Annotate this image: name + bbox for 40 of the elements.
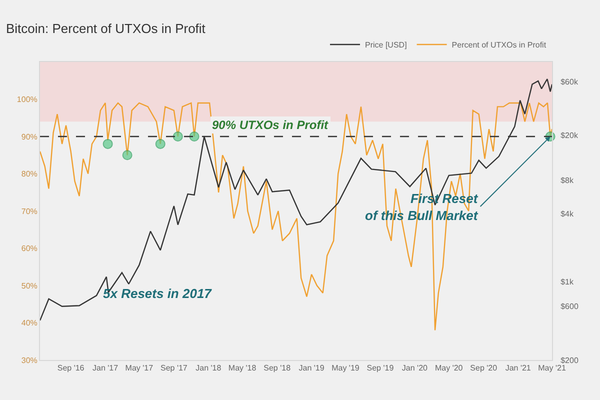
x-tick-label: Jan '21: [505, 364, 532, 373]
y-tick-label: 60%: [21, 244, 38, 254]
x-tick-label: Sep '16: [57, 364, 85, 373]
x-tick-label: May '20: [434, 364, 464, 373]
point: [189, 132, 200, 142]
x-tick-label: Sep '19: [366, 364, 394, 373]
y-tick-label: 100%: [16, 95, 38, 104]
x-tick-label: Sep '20: [470, 364, 498, 373]
y2-tick-label: $1k: [560, 277, 574, 286]
chart-title: Bitcoin: Percent of UTXOs in Profit: [6, 21, 206, 36]
x-tick-label: Jan '17: [92, 364, 119, 373]
y-tick-label: 80%: [21, 170, 38, 179]
x-tick-label: Sep '17: [160, 364, 188, 373]
annotation: 5x Resets in 2017: [103, 286, 212, 301]
y2-tick-label: $60k: [560, 78, 579, 87]
x-tick-label: Jan '19: [298, 364, 325, 373]
x-tick-label: Jan '20: [402, 364, 428, 373]
y2-tick-label: $4k: [560, 210, 574, 219]
y-tick-label: 30%: [21, 356, 38, 365]
x-tick-label: May '17: [125, 364, 154, 373]
y-tick-label: 50%: [21, 281, 38, 290]
point: [155, 138, 166, 149]
y2-tick-label: $200: [560, 356, 579, 365]
y-tick-label: 90%: [21, 132, 38, 142]
x-tick-label: May '18: [228, 364, 257, 373]
point: [102, 138, 113, 149]
y-tick-label: 40%: [21, 318, 38, 328]
y2-tick-label: $20k: [560, 131, 579, 140]
x-tick-label: May '21: [538, 364, 566, 373]
point: [122, 150, 132, 160]
point: [172, 132, 183, 142]
x-tick-label: Sep '18: [264, 364, 292, 373]
ref-line-label: 90% UTXOs in Profit: [212, 118, 330, 132]
y2-tick-label: $8k: [560, 176, 574, 185]
legend-label: Percent of UTXOs in Profit: [452, 40, 547, 50]
x-tick-label: May '19: [332, 364, 360, 373]
y2-tick-label: $600: [560, 302, 579, 312]
legend-label: Price [USD]: [365, 40, 407, 50]
y-tick-label: 70%: [21, 206, 38, 216]
x-tick-label: Jan '18: [196, 364, 222, 373]
